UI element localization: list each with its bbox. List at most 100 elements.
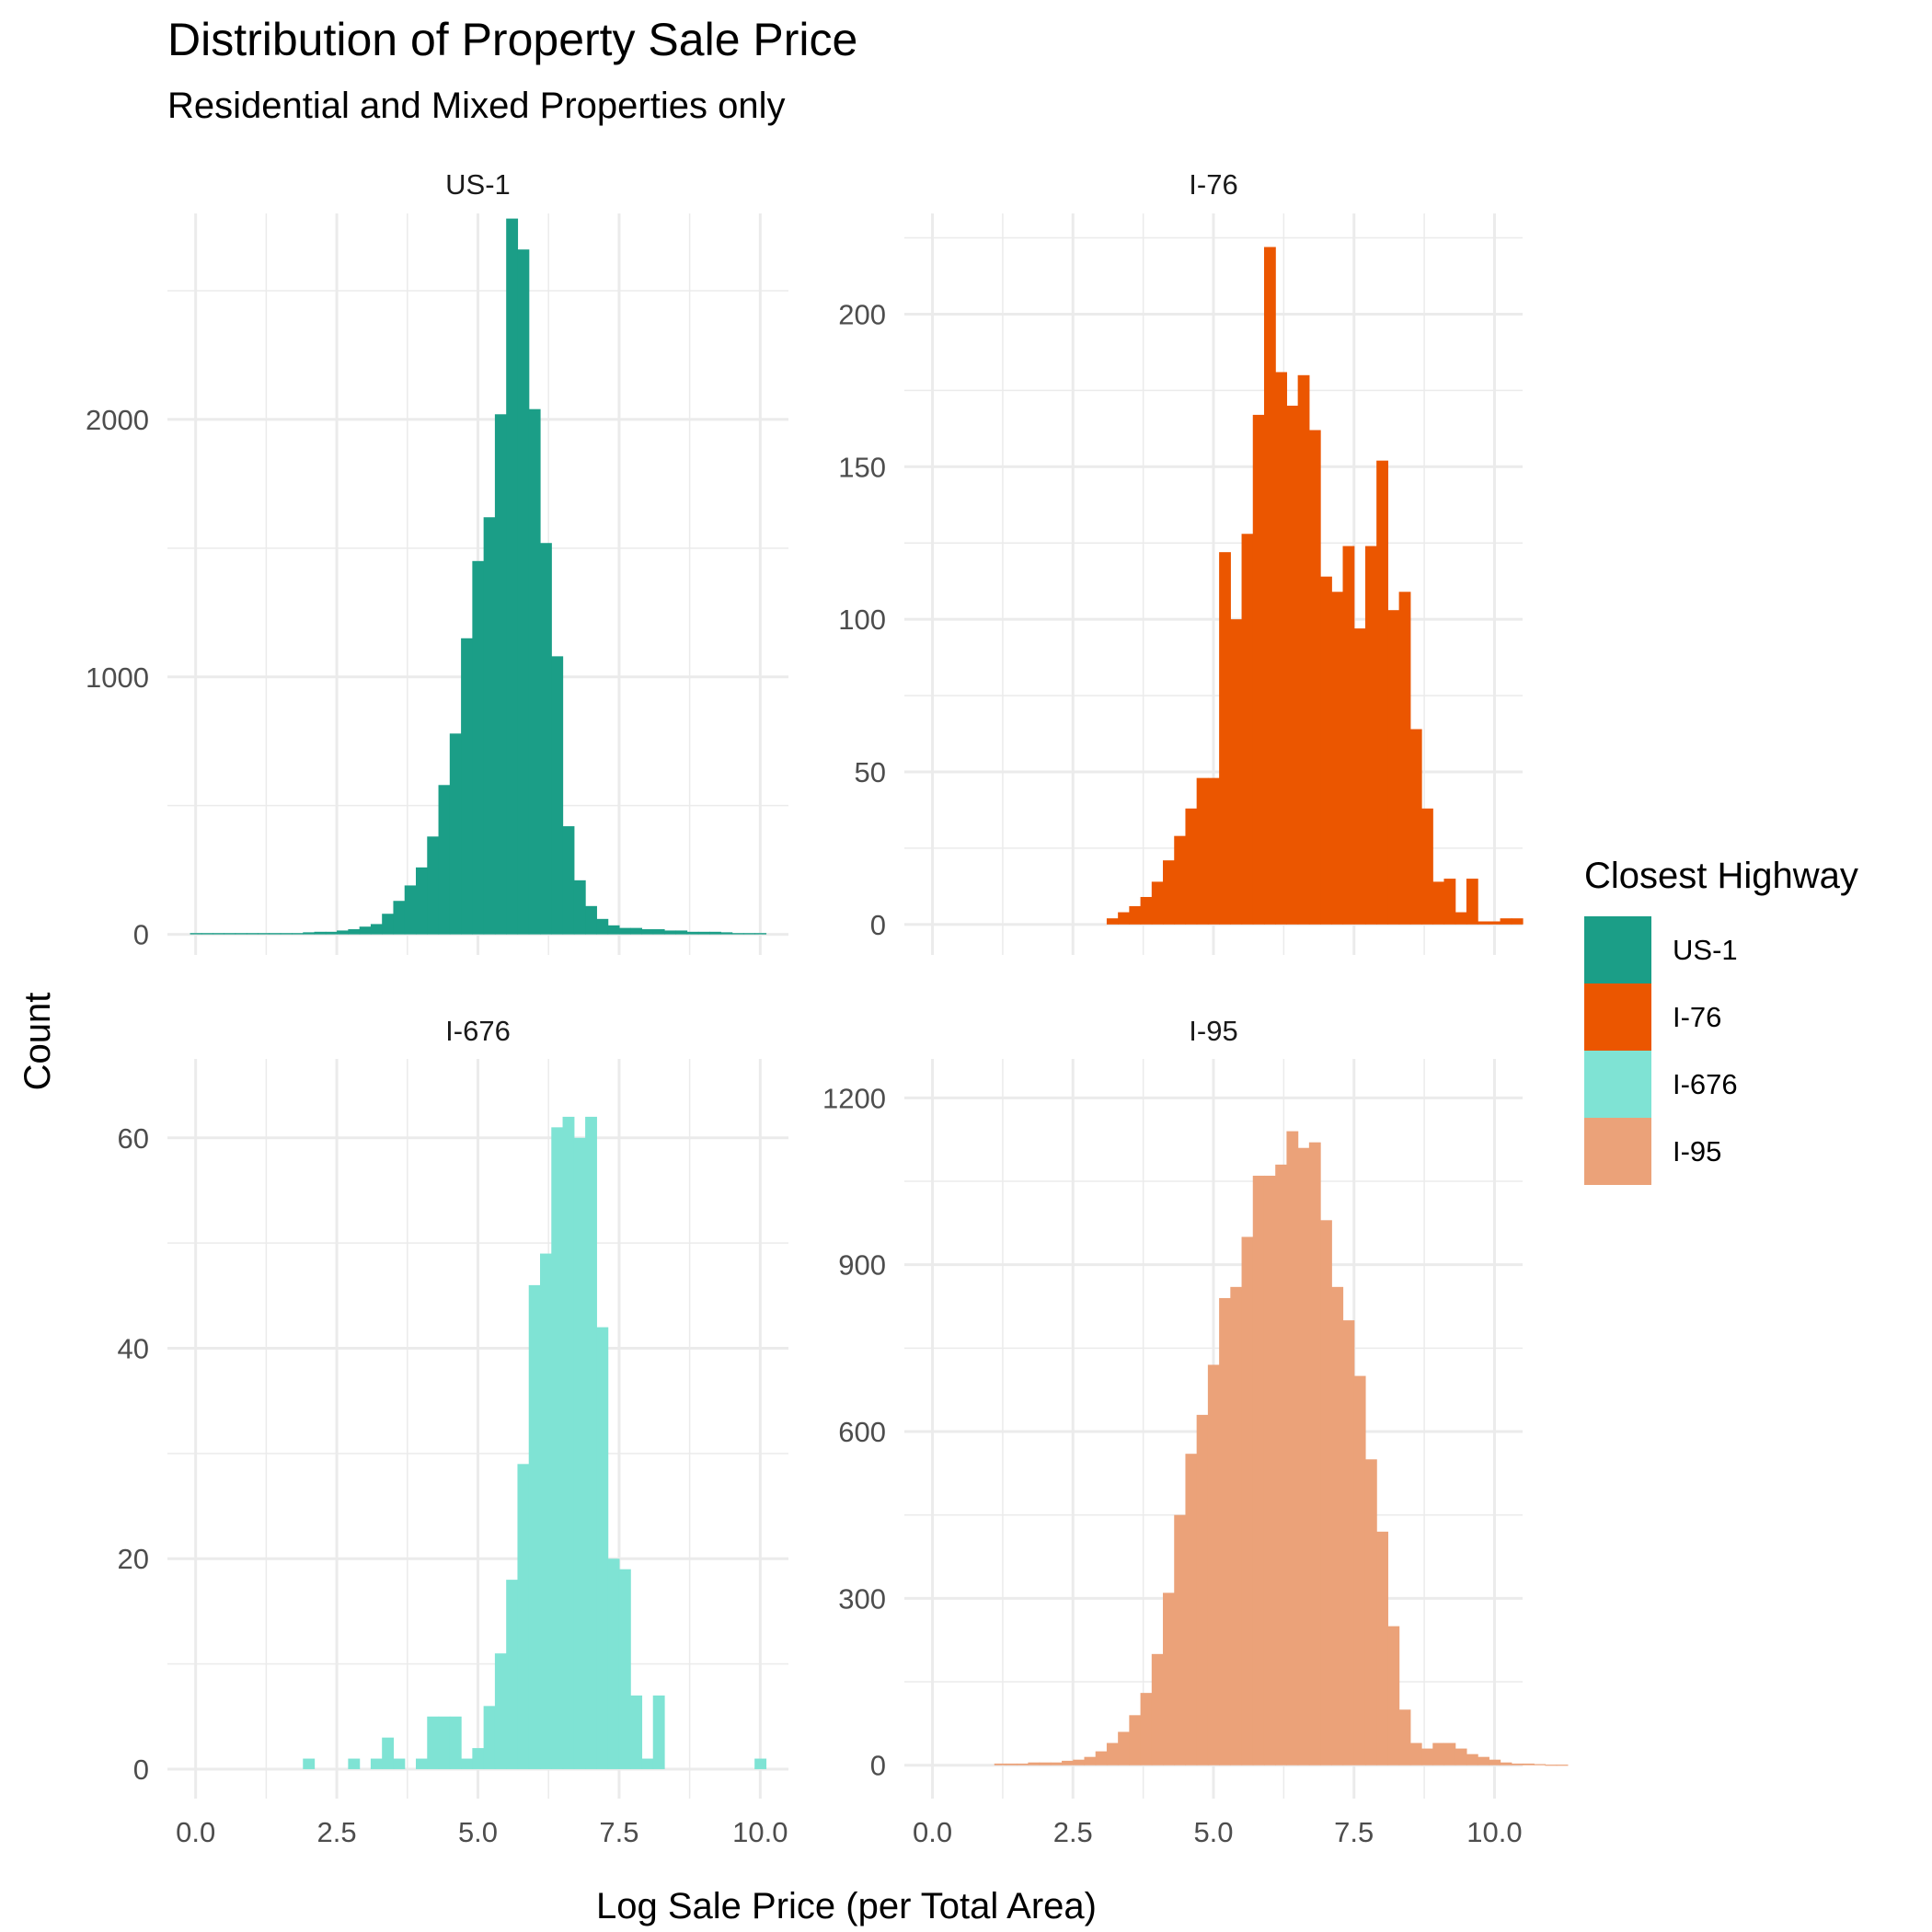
histogram-bar xyxy=(1466,1754,1478,1765)
x-tick-label: 2.5 xyxy=(1053,1816,1093,1848)
histogram-bar xyxy=(1028,1762,1041,1765)
histogram-bar xyxy=(540,1253,552,1769)
facet-panels: 0 1000 2000 US-1 0 50 100 150 200 I-76 0 20 40 60 I-67… xyxy=(86,168,1569,1848)
legend-key-us-1 xyxy=(1584,916,1651,983)
panel-us-1: 0 1000 2000 US-1 xyxy=(86,168,788,955)
histogram-bar xyxy=(618,1569,631,1769)
histogram-bar xyxy=(1387,1626,1400,1765)
histogram-bar xyxy=(573,880,586,935)
histogram-bar xyxy=(1364,546,1377,925)
y-tick-label: 0 xyxy=(870,1750,886,1782)
facet-strip-label: I-76 xyxy=(1189,168,1237,201)
legend-label: I-676 xyxy=(1673,1068,1738,1100)
histogram-bar xyxy=(1489,1759,1501,1765)
histogram-bar xyxy=(754,1758,767,1769)
histogram-bar xyxy=(1252,414,1265,925)
histogram-bar xyxy=(1466,879,1478,925)
histogram-bar xyxy=(1275,372,1288,925)
histogram-bar xyxy=(416,867,428,935)
histogram-bar xyxy=(1230,1286,1243,1765)
histogram-bar xyxy=(382,1737,395,1769)
histogram-bar xyxy=(303,1758,316,1769)
histogram-bar xyxy=(1039,1762,1052,1765)
histogram-bar xyxy=(235,933,247,935)
histogram-bar xyxy=(370,1758,383,1769)
histogram-bar xyxy=(269,933,282,935)
x-axis-title: Log Sale Price (per Total Area) xyxy=(596,1886,1097,1926)
y-tick-label: 1000 xyxy=(86,661,149,694)
histogram-bar xyxy=(1297,1147,1310,1765)
histogram-bar xyxy=(1275,1164,1288,1765)
histogram-bar xyxy=(1263,1175,1276,1765)
histogram-bar xyxy=(1297,374,1310,925)
histogram-bar xyxy=(1241,1236,1254,1765)
histogram-bar xyxy=(1230,619,1243,925)
x-tick-label: 10.0 xyxy=(1466,1816,1522,1848)
x-tick-label: 10.0 xyxy=(732,1816,788,1848)
histogram-bar xyxy=(1163,1593,1175,1765)
histogram-bar xyxy=(438,785,451,935)
histogram-bar xyxy=(528,1284,541,1769)
histogram-bar xyxy=(393,1758,406,1769)
histogram-bar xyxy=(461,1758,473,1769)
histogram-bar xyxy=(224,933,236,935)
histogram-bar xyxy=(370,924,383,935)
histogram-bar xyxy=(1129,905,1142,925)
histogram-bar xyxy=(213,933,224,935)
histogram-bar xyxy=(1342,546,1355,925)
histogram-bar xyxy=(1308,1142,1321,1765)
y-tick-label: 0 xyxy=(870,909,886,941)
facet-strip-label: I-676 xyxy=(445,1015,511,1047)
chart-subtitle: Residential and Mixed Properties only xyxy=(167,86,785,126)
histogram-bar xyxy=(630,927,643,935)
histogram-bar xyxy=(1163,860,1175,925)
histogram-bar xyxy=(551,656,564,935)
histogram-bar xyxy=(1207,1364,1220,1765)
histogram-bar xyxy=(348,929,361,935)
y-tick-label: 100 xyxy=(838,604,886,636)
histogram-bar xyxy=(416,1758,428,1769)
y-tick-label: 600 xyxy=(838,1416,886,1448)
histogram-bar xyxy=(494,414,507,935)
legend-key-i-95 xyxy=(1584,1118,1651,1185)
legend-label: I-95 xyxy=(1673,1135,1721,1167)
histogram-bar xyxy=(742,933,755,935)
y-tick-label: 300 xyxy=(838,1582,886,1615)
histogram-bar xyxy=(1252,1175,1265,1765)
histogram-bar xyxy=(1185,1454,1198,1765)
histogram-bar xyxy=(994,1763,1006,1765)
histogram-bar xyxy=(1140,896,1153,925)
histogram-bar xyxy=(1523,1763,1535,1765)
histogram-bar xyxy=(641,929,654,935)
histogram-bar xyxy=(1263,247,1276,925)
histogram-bar xyxy=(1286,1131,1299,1765)
histogram-bar xyxy=(1443,879,1456,925)
histogram-bar xyxy=(1062,1760,1074,1765)
legend-label: I-76 xyxy=(1673,1001,1721,1033)
histogram-bar xyxy=(483,517,496,935)
histogram-bar xyxy=(382,914,395,935)
histogram-bar xyxy=(607,925,620,935)
histogram-bar xyxy=(1353,1375,1366,1765)
histogram-bar xyxy=(1308,430,1321,925)
x-tick-label: 0.0 xyxy=(913,1816,952,1848)
histogram-bar xyxy=(1489,921,1501,925)
histogram-bar xyxy=(348,1758,361,1769)
histogram-bar xyxy=(697,931,710,935)
histogram-bar xyxy=(1500,1762,1512,1765)
histogram-bar xyxy=(562,826,575,935)
histogram-bar xyxy=(652,1695,665,1769)
histogram-bar xyxy=(303,932,316,935)
histogram-bar xyxy=(641,1758,654,1769)
histogram-bar xyxy=(1376,460,1388,925)
histogram-bar xyxy=(1140,1693,1153,1765)
histogram-bar xyxy=(449,1716,462,1769)
histogram-bar xyxy=(246,933,259,935)
histogram-bar xyxy=(1421,808,1433,925)
histogram-bar xyxy=(540,543,552,935)
histogram-bar xyxy=(1207,777,1220,925)
histogram-bar xyxy=(1118,912,1130,925)
histogram-bar xyxy=(1455,1748,1467,1765)
histogram-bar xyxy=(1073,1759,1086,1765)
histogram-bar xyxy=(506,1580,519,1769)
